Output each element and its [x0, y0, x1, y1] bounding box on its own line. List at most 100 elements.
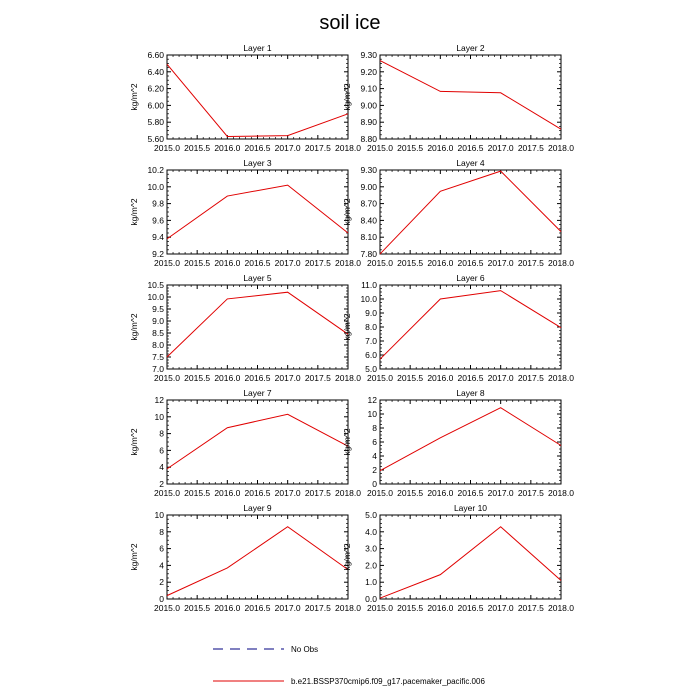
y-tick-label: 9.5 [152, 304, 164, 314]
x-tick-label: 2015.0 [154, 258, 180, 268]
series-line [166, 291, 349, 358]
panel-layer-7: Layer 7 2015.0 2015.5 2016.0 2016.5 2017.0 201… [129, 388, 361, 498]
y-tick-label: 9.30 [360, 165, 377, 175]
y-tick-label: 8.80 [360, 134, 377, 144]
y-tick-label: 6.20 [147, 84, 164, 94]
x-tick-label: 2015.5 [184, 488, 210, 498]
x-tick-label: 2018.0 [548, 373, 574, 383]
x-tick-label: 2017.5 [518, 488, 544, 498]
x-tick-label: 2017.5 [518, 373, 544, 383]
x-tick-label: 2016.0 [214, 143, 240, 153]
plot-frame [379, 169, 562, 255]
x-tick-label: 2016.5 [458, 603, 484, 613]
y-tick-label: 11.0 [361, 280, 377, 290]
y-tick-label: 8.5 [152, 328, 164, 338]
y-tick-label: 4 [372, 451, 377, 461]
x-tick-label: 2016.0 [427, 373, 453, 383]
panel-title: Layer 3 [243, 158, 272, 168]
x-tick-label: 2017.5 [305, 143, 331, 153]
legend: No Obs b.e21.BSSP370cmip6.f09_g17.pacema… [213, 645, 485, 686]
y-tick-label: 9.0 [365, 308, 377, 318]
panel-title: Layer 10 [454, 503, 487, 513]
x-tick-label: 2015.0 [367, 488, 393, 498]
series-line [166, 413, 349, 470]
x-tick-label: 2018.0 [335, 603, 361, 613]
panel-layer-4: Layer 4 2015.0 2015.5 2016.0 2016.5 2017.0 201… [342, 158, 574, 268]
y-tick-label: 6.60 [147, 50, 164, 60]
y-tick-label: 4.0 [365, 527, 377, 537]
x-tick-label: 2016.0 [214, 258, 240, 268]
y-tick-label: 10 [155, 412, 165, 422]
x-tick-label: 2015.5 [397, 258, 423, 268]
x-tick-label: 2018.0 [335, 373, 361, 383]
y-tick-label: 9.20 [360, 67, 377, 77]
series-line [166, 526, 349, 597]
plot-frame [379, 399, 562, 485]
x-tick-label: 2017.5 [305, 603, 331, 613]
y-tick-label: 2 [372, 465, 377, 475]
y-tick-label: 12 [368, 395, 378, 405]
x-tick-label: 2018.0 [335, 258, 361, 268]
x-tick-label: 2016.5 [458, 373, 484, 383]
series-line [379, 60, 562, 130]
x-tick-label: 2015.0 [367, 373, 393, 383]
figure-title: soil ice [319, 12, 380, 34]
panel-layer-1: Layer 1 2015.0 2015.5 2016.0 2016.5 2017.0 201… [129, 43, 361, 153]
y-tick-label: 2 [159, 577, 164, 587]
y-tick-label: 9.4 [152, 232, 164, 242]
x-tick-label: 2018.0 [335, 143, 361, 153]
x-tick-label: 2016.0 [427, 488, 453, 498]
x-tick-label: 2015.5 [184, 603, 210, 613]
panel-title: Layer 1 [243, 43, 272, 53]
y-tick-label: 7.0 [365, 336, 377, 346]
y-tick-label: 5.0 [365, 364, 377, 374]
x-tick-label: 2016.5 [458, 488, 484, 498]
series-line [379, 407, 562, 472]
series-line [379, 290, 562, 360]
y-tick-label: 10 [155, 510, 165, 520]
x-tick-label: 2015.5 [397, 373, 423, 383]
y-tick-label: 10.0 [360, 294, 377, 304]
y-tick-label: 8 [372, 423, 377, 433]
x-tick-label: 2015.5 [184, 258, 210, 268]
y-tick-label: 5.80 [147, 117, 164, 127]
legend-model-label: b.e21.BSSP370cmip6.f09_g17.pacemaker_pac… [291, 677, 485, 686]
x-tick-label: 2016.5 [458, 143, 484, 153]
y-tick-label: 3.0 [365, 544, 377, 554]
x-tick-label: 2018.0 [548, 603, 574, 613]
y-tick-label: 6.00 [147, 100, 164, 110]
y-axis-label: kg/m^2 [342, 543, 352, 570]
x-tick-label: 2016.0 [214, 488, 240, 498]
y-tick-label: 9.0 [152, 316, 164, 326]
x-tick-label: 2016.5 [245, 258, 271, 268]
x-tick-label: 2017.5 [305, 488, 331, 498]
y-tick-label: 1.0 [365, 577, 377, 587]
x-tick-label: 2016.0 [214, 603, 240, 613]
x-tick-label: 2016.0 [427, 603, 453, 613]
x-tick-label: 2017.5 [518, 603, 544, 613]
y-tick-label: 7.80 [360, 249, 377, 259]
panel-layer-10: Layer 10 2015.0 2015.5 2016.0 2016.5 2017.0 20… [342, 503, 574, 613]
series-line [166, 63, 349, 137]
panel-title: Layer 5 [243, 273, 272, 283]
x-tick-label: 2017.0 [488, 143, 514, 153]
y-tick-label: 9.00 [360, 100, 377, 110]
y-tick-label: 8.40 [360, 215, 377, 225]
y-axis-label: kg/m^2 [342, 313, 352, 340]
y-tick-label: 6.0 [365, 350, 377, 360]
panel-grid: Layer 1 2015.0 2015.5 2016.0 2016.5 2017.0 201… [129, 43, 574, 613]
y-tick-label: 8 [159, 429, 164, 439]
y-tick-label: 5.60 [147, 134, 164, 144]
x-tick-label: 2015.0 [154, 488, 180, 498]
y-tick-label: 8.10 [360, 232, 377, 242]
x-tick-label: 2015.5 [397, 143, 423, 153]
x-tick-label: 2017.0 [488, 258, 514, 268]
x-tick-label: 2017.0 [275, 603, 301, 613]
x-tick-label: 2018.0 [335, 488, 361, 498]
x-tick-label: 2016.5 [245, 603, 271, 613]
x-tick-label: 2015.0 [154, 603, 180, 613]
y-tick-label: 9.00 [360, 182, 377, 192]
y-tick-label: 7.5 [152, 352, 164, 362]
